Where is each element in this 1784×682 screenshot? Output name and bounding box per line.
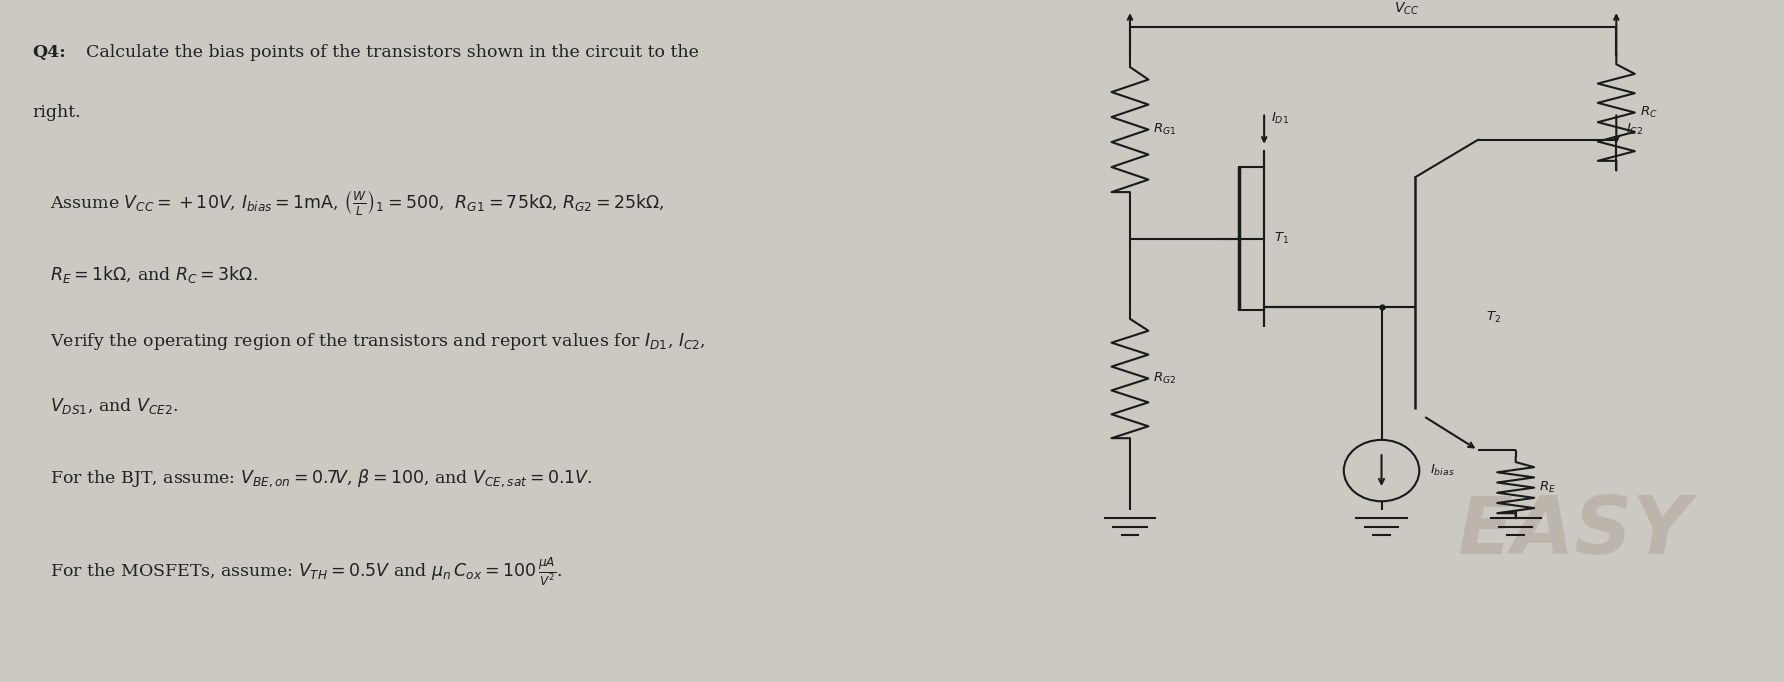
Text: For the MOSFETs, assume: $V_{TH} = 0.5V$ and $\mu_n\,C_{ox} = 100\,\frac{\mu A}{: For the MOSFETs, assume: $V_{TH} = 0.5V$…	[50, 556, 562, 589]
Text: $I_{C2}$: $I_{C2}$	[1627, 122, 1643, 137]
Text: $R_E = 1\mathrm{k\Omega}$, and $R_C = 3\mathrm{k\Omega}$.: $R_E = 1\mathrm{k\Omega}$, and $R_C = 3\…	[50, 264, 259, 285]
Text: Calculate the bias points of the transistors shown in the circuit to the: Calculate the bias points of the transis…	[86, 44, 699, 61]
Text: $R_E$: $R_E$	[1540, 480, 1556, 495]
Text: $R_{G2}$: $R_{G2}$	[1154, 371, 1177, 386]
Text: $T_1$: $T_1$	[1274, 231, 1290, 246]
Text: For the BJT, assume: $V_{BE,on} = 0.7V$, $\beta = 100$, and $V_{CE,sat} = 0.1V$.: For the BJT, assume: $V_{BE,on} = 0.7V$,…	[50, 467, 592, 489]
Text: $T_2$: $T_2$	[1486, 310, 1502, 325]
Text: $V_{DS1}$, and $V_{CE2}$.: $V_{DS1}$, and $V_{CE2}$.	[50, 396, 178, 415]
Text: Assume $V_{CC} = +10V$, $I_{bias} = 1\mathrm{mA}$, $\left(\frac{W}{L}\right)_1 =: Assume $V_{CC} = +10V$, $I_{bias} = 1\ma…	[50, 188, 665, 217]
Text: $R_C$: $R_C$	[1639, 105, 1657, 120]
Text: right.: right.	[32, 104, 80, 121]
Text: $V_{CC}$: $V_{CC}$	[1393, 1, 1420, 17]
Text: Q4:: Q4:	[32, 44, 66, 61]
Text: Verify the operating region of the transistors and report values for $I_{D1}$, $: Verify the operating region of the trans…	[50, 331, 706, 352]
Text: $R_{G1}$: $R_{G1}$	[1154, 122, 1177, 137]
Text: $I_{D1}$: $I_{D1}$	[1270, 111, 1288, 126]
Text: $I_{bias}$: $I_{bias}$	[1431, 463, 1454, 478]
Text: EASY: EASY	[1458, 493, 1691, 571]
